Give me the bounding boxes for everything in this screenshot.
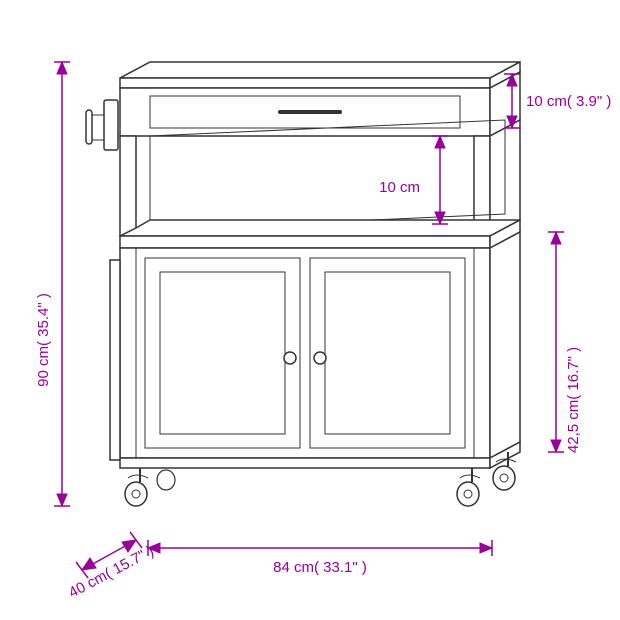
dim-cabinet-height-label: 42,5 cm( 16.7" ): [565, 347, 582, 453]
dim-clearance: 10 cm: [379, 136, 448, 224]
dim-depth-label: 40 cm( 15.7" ): [66, 543, 157, 602]
dim-drawer-height-label: 10 cm( 3.9" ): [526, 93, 611, 110]
furniture-body: [86, 62, 520, 506]
dim-clearance-label: 10 cm: [379, 179, 420, 196]
dim-cabinet-height: 42,5 cm( 16.7" ): [548, 232, 582, 453]
dim-width-label: 84 cm( 33.1" ): [273, 559, 367, 576]
dim-height-label: 90 cm( 35.4" ): [35, 293, 52, 387]
dim-height-overall: 90 cm( 35.4" ): [35, 62, 70, 506]
dim-depth: 40 cm( 15.7" ): [66, 532, 157, 602]
dim-width: 84 cm( 33.1" ): [148, 540, 492, 576]
dimension-diagram: 90 cm( 35.4" ) 40 cm( 15.7" ) 84 cm( 33.…: [0, 0, 620, 620]
